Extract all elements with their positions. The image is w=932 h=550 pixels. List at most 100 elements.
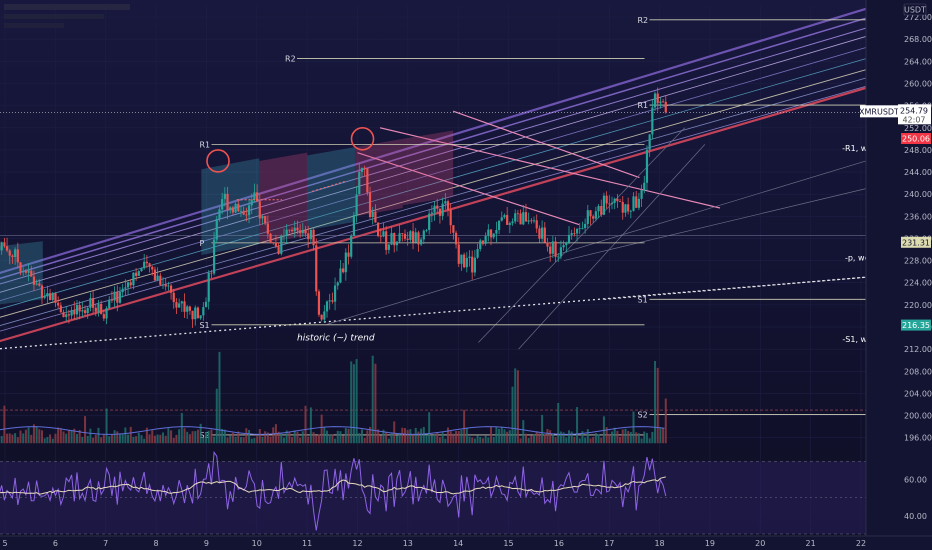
volume-bar xyxy=(110,434,113,444)
candle-body xyxy=(581,228,584,229)
candle-body xyxy=(148,263,151,267)
candle-body xyxy=(143,261,146,269)
volume-bar xyxy=(629,432,632,444)
price-tag-value: 231.31 xyxy=(902,238,930,247)
candle-body xyxy=(247,205,251,216)
volume-bar xyxy=(527,438,530,444)
volume-bar xyxy=(627,431,630,444)
candle-body xyxy=(129,282,132,286)
candle-body xyxy=(546,242,549,247)
volume-bar xyxy=(291,437,294,444)
candle-body xyxy=(266,223,269,234)
candle-body xyxy=(118,292,122,303)
volume-bar xyxy=(242,437,245,444)
volume-bar xyxy=(229,435,232,444)
candle-body xyxy=(32,276,36,285)
volume-bar xyxy=(312,432,315,444)
time-tick-label: 13 xyxy=(403,539,413,548)
candle-body xyxy=(535,220,538,229)
candle-body xyxy=(506,215,509,225)
volume-bar xyxy=(231,432,234,444)
candle-body xyxy=(565,242,568,245)
candle-body xyxy=(277,246,280,254)
candle-body xyxy=(8,250,11,256)
level-label-s2: S2 xyxy=(638,410,648,419)
volume-bar xyxy=(194,431,197,444)
candle-body xyxy=(121,288,124,293)
candle-body xyxy=(653,93,657,108)
volume-bar xyxy=(3,405,6,444)
volume-bar xyxy=(105,408,108,444)
candle-body xyxy=(584,223,587,229)
volume-bar xyxy=(578,438,581,444)
time-tick-label: 10 xyxy=(252,539,262,548)
header-bar-2 xyxy=(4,14,104,19)
candle-body xyxy=(368,192,372,218)
last-price-box xyxy=(898,104,931,125)
volume-bar xyxy=(549,430,552,444)
rsi-ma-line xyxy=(0,476,666,495)
volume-bar xyxy=(403,428,406,444)
volume-bar xyxy=(444,438,447,444)
candle-body xyxy=(516,213,520,215)
candle-body xyxy=(522,212,525,225)
candle-body xyxy=(471,256,474,273)
volume-bar xyxy=(6,433,9,444)
volume-bar xyxy=(374,363,377,444)
highlight-box-pink xyxy=(354,138,403,217)
candle-body xyxy=(24,271,27,273)
volume-bar xyxy=(417,431,420,444)
volume-bar xyxy=(113,430,116,444)
dotted-trendline xyxy=(604,276,867,300)
candle-body xyxy=(48,293,52,300)
candle-body xyxy=(100,303,103,315)
candle-body xyxy=(110,299,114,301)
candle-body xyxy=(86,307,89,314)
candle-body xyxy=(492,233,495,238)
candle-body xyxy=(393,232,396,246)
level-label-r1: R1 xyxy=(199,140,210,149)
candle-body xyxy=(97,303,100,312)
candle-body xyxy=(196,307,200,319)
volume-bar xyxy=(22,433,25,444)
rsi-tick-label: 40.00 xyxy=(904,512,927,521)
volume-bar xyxy=(664,398,667,444)
candle-body xyxy=(108,299,111,309)
volume-bar xyxy=(350,361,353,444)
candle-body xyxy=(527,220,530,222)
volume-bar xyxy=(334,438,337,444)
volume-bar xyxy=(51,438,54,444)
volume-bar xyxy=(352,364,355,444)
candle-body xyxy=(59,305,62,313)
candle-body xyxy=(188,306,191,311)
candle-body xyxy=(355,194,358,215)
volume-bar xyxy=(506,431,509,444)
candle-body xyxy=(172,292,175,303)
support-line xyxy=(478,127,685,343)
volume-bar xyxy=(586,429,589,444)
volume-bar xyxy=(89,428,92,444)
volume-bar xyxy=(223,429,226,444)
candle-body xyxy=(272,242,275,243)
candle-body xyxy=(285,229,288,236)
candle-body xyxy=(589,210,592,217)
candle-body xyxy=(3,242,6,247)
price-tag-value: 216.35 xyxy=(902,321,930,330)
volume-bar xyxy=(218,351,221,444)
candle-body xyxy=(0,242,3,251)
volume-bar xyxy=(500,427,503,444)
candle-body xyxy=(253,192,256,200)
price-tick-label: 228.00 xyxy=(904,257,932,266)
volume-bar xyxy=(84,416,87,444)
volume-bar xyxy=(151,430,154,444)
volume-bar xyxy=(186,431,189,444)
volume-bar xyxy=(183,428,186,444)
candle-body xyxy=(551,241,554,254)
volume-bar xyxy=(379,435,382,444)
volume-bar xyxy=(479,436,482,444)
candle-body xyxy=(422,230,425,240)
candle-body xyxy=(73,310,76,315)
volume-bar xyxy=(30,434,33,444)
